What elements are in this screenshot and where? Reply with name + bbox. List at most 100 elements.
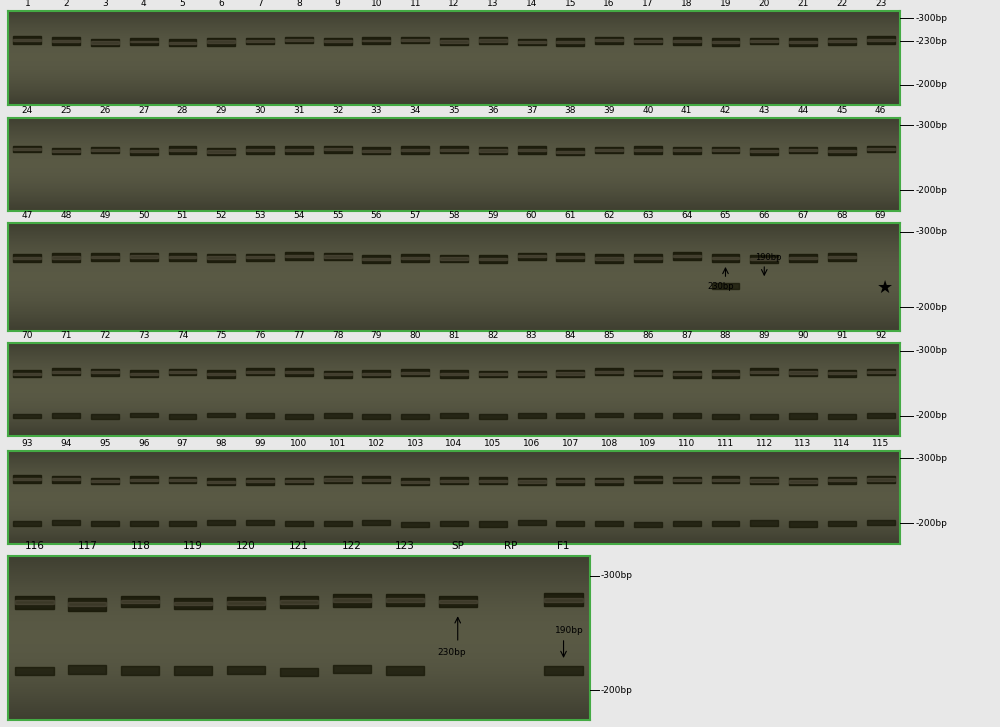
Text: 74: 74 [177, 332, 188, 340]
Bar [828, 253, 856, 261]
Text: 106: 106 [523, 439, 540, 448]
Text: 230bp: 230bp [708, 282, 734, 292]
Text: 55: 55 [332, 211, 343, 220]
Bar [518, 371, 546, 377]
Bar [750, 148, 778, 155]
Bar [169, 253, 196, 261]
Bar [634, 146, 662, 153]
Bar [324, 148, 352, 150]
Text: 32: 32 [332, 106, 343, 115]
Bar [556, 148, 584, 156]
Bar [556, 478, 584, 485]
Bar [207, 148, 235, 155]
Text: 90: 90 [797, 332, 809, 340]
Bar [401, 522, 429, 526]
Bar [595, 481, 623, 483]
Bar [556, 150, 584, 153]
Bar [479, 373, 507, 375]
Text: 56: 56 [371, 211, 382, 220]
Bar [285, 148, 313, 151]
Bar [673, 414, 701, 418]
Bar [479, 478, 507, 484]
Bar [130, 413, 158, 417]
Bar [207, 41, 235, 43]
Bar [479, 37, 507, 44]
Bar [52, 150, 80, 152]
Bar [13, 475, 41, 483]
Text: 66: 66 [759, 211, 770, 220]
Bar [712, 370, 739, 378]
Bar [52, 148, 80, 154]
Text: 12: 12 [448, 0, 460, 8]
Bar [285, 480, 313, 482]
Bar [867, 521, 895, 525]
Text: 4: 4 [141, 0, 147, 8]
Bar [673, 521, 701, 526]
Bar [867, 476, 895, 483]
Bar [333, 594, 371, 607]
Text: 64: 64 [681, 211, 692, 220]
Bar [556, 413, 584, 418]
Bar [595, 368, 623, 375]
Text: 58: 58 [448, 211, 460, 220]
Bar [91, 255, 119, 258]
Bar [673, 479, 701, 481]
Bar [174, 601, 212, 605]
Bar [169, 479, 196, 481]
Text: 81: 81 [448, 332, 460, 340]
Bar [52, 257, 80, 259]
Bar [169, 146, 196, 153]
Bar [324, 252, 352, 260]
Bar [13, 521, 41, 526]
Bar [246, 412, 274, 418]
Bar [828, 414, 856, 419]
Bar [440, 254, 468, 262]
Bar [518, 520, 546, 525]
Bar [52, 40, 80, 42]
Text: 44: 44 [797, 106, 809, 115]
Bar [750, 369, 778, 375]
Text: 41: 41 [681, 106, 692, 115]
Bar [362, 372, 390, 374]
Bar [246, 40, 274, 41]
Bar [207, 370, 235, 377]
Bar [386, 665, 424, 675]
Text: 13: 13 [487, 0, 499, 8]
Text: 72: 72 [99, 332, 111, 340]
Bar [207, 254, 235, 262]
Bar [68, 598, 106, 611]
Bar [13, 257, 41, 260]
Bar [13, 148, 41, 150]
Text: 79: 79 [371, 332, 382, 340]
Bar [207, 413, 235, 417]
Bar [634, 413, 662, 418]
Text: 109: 109 [639, 439, 657, 448]
Text: 101: 101 [329, 439, 346, 448]
Text: 25: 25 [60, 106, 72, 115]
Bar [324, 255, 352, 257]
Bar [68, 602, 106, 606]
Text: -300bp: -300bp [916, 121, 948, 129]
Text: 5: 5 [180, 0, 185, 8]
Text: 53: 53 [254, 211, 266, 220]
Text: 24: 24 [22, 106, 33, 115]
Bar [91, 149, 119, 151]
Bar [556, 370, 584, 377]
Bar [362, 478, 390, 481]
Text: -230bp: -230bp [916, 36, 948, 46]
Text: 89: 89 [759, 332, 770, 340]
Bar [91, 414, 119, 419]
Bar [673, 150, 701, 151]
Text: 6: 6 [218, 0, 224, 8]
Bar [712, 521, 739, 526]
Bar [750, 480, 778, 482]
Bar [324, 38, 352, 45]
Bar [207, 481, 235, 483]
Bar [280, 668, 318, 676]
Bar [130, 370, 158, 377]
Bar [479, 480, 507, 482]
Bar [439, 595, 477, 607]
Bar [324, 413, 352, 418]
Bar [285, 146, 313, 153]
Bar [246, 478, 274, 485]
